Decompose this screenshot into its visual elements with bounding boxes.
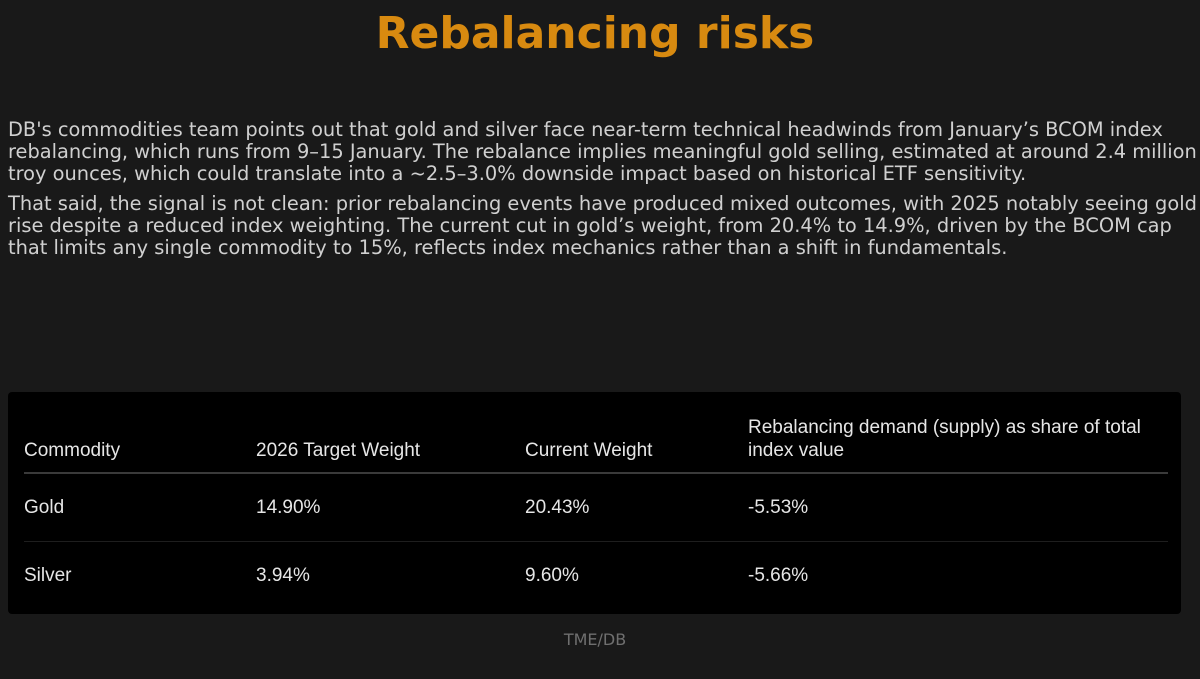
header-commodity: Commodity bbox=[24, 410, 256, 474]
source-caption: TME/DB bbox=[563, 630, 627, 649]
cell-current-weight: 20.43% bbox=[525, 473, 748, 542]
header-current-weight: Current Weight bbox=[525, 410, 748, 474]
paragraph: DB's commodities team points out that go… bbox=[8, 118, 1197, 185]
cell-target-weight: 14.90% bbox=[256, 473, 525, 542]
table-header-row: Commodity 2026 Target Weight Current Wei… bbox=[24, 410, 1168, 474]
weights-table-container: Commodity 2026 Target Weight Current Wei… bbox=[8, 392, 1181, 614]
cell-rebalancing-demand: -5.53% bbox=[748, 473, 1168, 542]
cell-current-weight: 9.60% bbox=[525, 564, 579, 586]
cell-commodity: Silver bbox=[24, 564, 72, 586]
cell-target-weight: 3.94% bbox=[256, 564, 310, 586]
table-row: Silver 3.94% 9.60% -5.66% bbox=[24, 542, 1168, 610]
header-target-weight: 2026 Target Weight bbox=[256, 410, 525, 474]
table-row: Gold 14.90% 20.43% -5.53% bbox=[24, 473, 1168, 542]
page-title: Rebalancing risks bbox=[375, 8, 815, 59]
cell-commodity: Gold bbox=[24, 473, 256, 542]
paragraph: That said, the signal is not clean: prio… bbox=[8, 192, 1197, 259]
cell-rebalancing-demand: -5.66% bbox=[748, 564, 809, 586]
header-rebalancing-demand: Rebalancing demand (supply) as share of … bbox=[748, 410, 1168, 474]
weights-table: Commodity 2026 Target Weight Current Wei… bbox=[24, 410, 1168, 609]
article-body: DB's commodities team points out that go… bbox=[8, 119, 1198, 267]
